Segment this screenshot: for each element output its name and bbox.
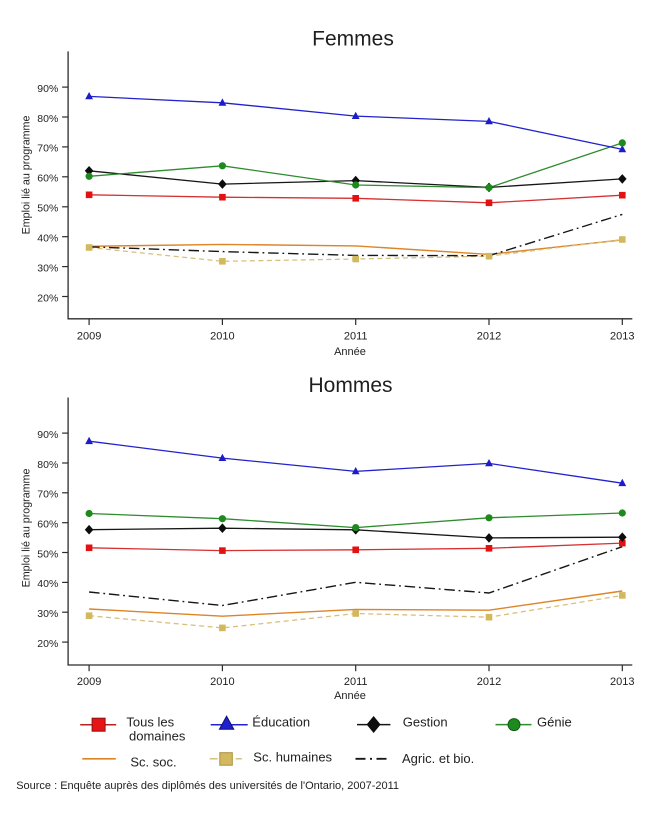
svg-text:40%: 40% <box>37 578 58 590</box>
svg-text:Tous les: Tous les <box>126 714 174 729</box>
svg-text:60%: 60% <box>37 519 58 531</box>
svg-text:2009: 2009 <box>77 676 101 688</box>
svg-text:Hommes: Hommes <box>308 374 392 397</box>
svg-text:Éducation: Éducation <box>252 714 310 729</box>
svg-text:Gestion: Gestion <box>403 714 448 729</box>
svg-text:30%: 30% <box>37 608 58 620</box>
svg-text:domaines: domaines <box>129 729 186 744</box>
svg-text:60%: 60% <box>37 173 58 185</box>
svg-text:2013: 2013 <box>610 331 634 343</box>
svg-text:Année: Année <box>334 346 366 358</box>
svg-text:Sc. humaines: Sc. humaines <box>253 749 332 764</box>
svg-text:90%: 90% <box>37 429 58 441</box>
svg-text:70%: 70% <box>37 489 58 501</box>
svg-text:Femmes: Femmes <box>312 28 394 51</box>
svg-text:20%: 20% <box>37 292 58 304</box>
svg-text:Année: Année <box>334 690 366 702</box>
svg-text:70%: 70% <box>37 143 58 155</box>
svg-text:80%: 80% <box>37 113 58 125</box>
svg-text:30%: 30% <box>37 262 58 274</box>
svg-text:Agric. et bio.: Agric. et bio. <box>402 751 474 766</box>
svg-text:20%: 20% <box>37 638 58 650</box>
svg-text:Emploi lié au programme: Emploi lié au programme <box>21 116 33 235</box>
svg-text:50%: 50% <box>37 548 58 560</box>
svg-text:2010: 2010 <box>210 676 234 688</box>
svg-text:2013: 2013 <box>610 676 634 688</box>
svg-text:40%: 40% <box>37 233 58 245</box>
svg-text:2010: 2010 <box>210 331 234 343</box>
svg-text:Génie: Génie <box>537 714 572 729</box>
svg-text:Emploi lié au programme: Emploi lié au programme <box>21 469 33 588</box>
svg-text:2011: 2011 <box>344 331 368 343</box>
svg-text:2012: 2012 <box>477 331 501 343</box>
svg-text:80%: 80% <box>37 459 58 471</box>
svg-text:2009: 2009 <box>77 331 101 343</box>
svg-text:Source : Enquête auprès des di: Source : Enquête auprès des diplômés des… <box>16 780 399 792</box>
svg-text:Sc. soc.: Sc. soc. <box>130 754 176 769</box>
svg-text:90%: 90% <box>37 83 58 95</box>
svg-text:50%: 50% <box>37 203 58 215</box>
svg-text:2011: 2011 <box>344 676 368 688</box>
svg-text:2012: 2012 <box>477 676 501 688</box>
